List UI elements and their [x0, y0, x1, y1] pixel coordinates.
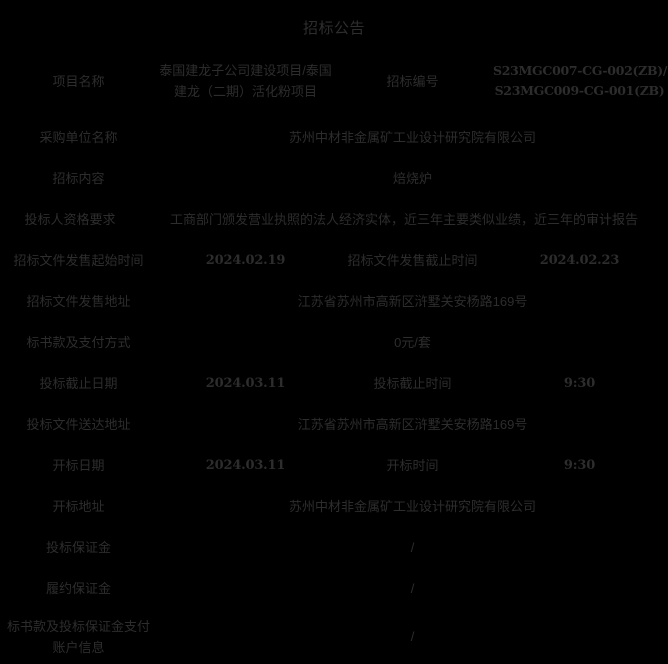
row-value-opening-address: 苏州中材非金属矿工业设计研究院有限公司 — [288, 499, 536, 514]
row-label-sale-start-time: 招标文件发售起始时间 — [13, 253, 144, 268]
page-title: 招标公告 — [302, 20, 365, 37]
table-row: 开标地址 苏州中材非金属矿工业设计研究院有限公司 — [0, 486, 668, 527]
row-value-bid-deadline-time: 9:30 — [563, 376, 596, 391]
table-row: 标书款及投标保证金支付账户信息 / — [0, 609, 668, 664]
table-row: 投标人资格要求 工商部门颁发营业执照的法人经济实体，近三年主要类似业绩，近三年的… — [0, 199, 668, 240]
row-label-purchasing-unit: 采购单位名称 — [39, 130, 118, 145]
table-row: 采购单位名称 苏州中材非金属矿工业设计研究院有限公司 — [0, 117, 668, 158]
row-label-opening-time: 开标时间 — [386, 458, 439, 473]
row-value-opening-date: 2024.03.11 — [205, 458, 286, 473]
row-value-project-name: 泰国建龙子公司建设项目/泰国建龙（二期）活化粉项目 — [159, 63, 332, 99]
table-row: 招标文件发售地址 江苏省苏州市高新区浒墅关安杨路169号 — [0, 281, 668, 322]
row-label-project-name: 项目名称 — [52, 73, 105, 89]
table-row: 招标文件发售起始时间 2024.02.19 招标文件发售截止时间 2024.02… — [0, 240, 668, 281]
row-label-bid-bond: 投标保证金 — [45, 540, 111, 555]
row-label-tender-content: 招标内容 — [52, 171, 105, 186]
row-value-opening-time: 9:30 — [563, 458, 596, 473]
row-label-sale-end-time: 招标文件发售截止时间 — [347, 253, 478, 268]
row-value-tender-content: 焙烧炉 — [392, 171, 432, 186]
tender-info-table: 项目名称 泰国建龙子公司建设项目/泰国建龙（二期）活化粉项目 招标编号 S23M… — [0, 45, 668, 664]
row-value-payment-account-info: / — [410, 629, 415, 644]
row-value-sale-start-time: 2024.02.19 — [205, 253, 286, 268]
row-value-bid-bond: / — [410, 540, 415, 555]
tender-number-line-1: S23MGC007-CG-002(ZB)/ — [493, 63, 668, 78]
row-value-bid-deadline-date: 2024.03.11 — [205, 376, 286, 391]
table-row: 招标内容 焙烧炉 — [0, 158, 668, 199]
row-value-sale-address: 江苏省苏州市高新区浒墅关安杨路169号 — [297, 294, 528, 309]
row-value-document-fee: 0元/套 — [394, 335, 431, 350]
tender-number-line-2: S23MGC009-CG-001(ZB) — [494, 83, 665, 98]
table-row: 标书款及支付方式 0元/套 — [0, 322, 668, 363]
table-row: 项目名称 泰国建龙子公司建设项目/泰国建龙（二期）活化粉项目 招标编号 S23M… — [0, 45, 668, 117]
row-label-bid-deadline-date: 投标截止日期 — [39, 376, 118, 391]
table-row: 履约保证金 / — [0, 568, 668, 609]
row-value-sale-end-time: 2024.02.23 — [539, 253, 620, 268]
row-value-bidder-qualification: 工商部门颁发营业执照的法人经济实体，近三年主要类似业绩，近三年的审计报告 — [169, 212, 638, 227]
table-row: 开标日期 2024.03.11 开标时间 9:30 — [0, 445, 668, 486]
row-label-tender-number: 招标编号 — [386, 73, 439, 89]
row-label-document-fee: 标书款及支付方式 — [26, 335, 131, 350]
row-label-performance-bond: 履约保证金 — [45, 581, 111, 596]
table-row: 投标保证金 / — [0, 527, 668, 568]
row-label-bidder-qualification: 投标人资格要求 — [24, 212, 116, 227]
row-label-opening-date: 开标日期 — [52, 458, 105, 473]
row-label-payment-account-info: 标书款及投标保证金支付账户信息 — [6, 618, 150, 655]
row-label-bid-deadline-time: 投标截止时间 — [373, 376, 452, 391]
row-value-delivery-address: 江苏省苏州市高新区浒墅关安杨路169号 — [297, 417, 528, 432]
table-row: 投标文件送达地址 江苏省苏州市高新区浒墅关安杨路169号 — [0, 404, 668, 445]
row-label-opening-address: 开标地址 — [52, 499, 105, 514]
row-label-sale-address: 招标文件发售地址 — [26, 294, 131, 309]
row-value-tender-number: S23MGC007-CG-002(ZB)/ S23MGC009-CG-001(Z… — [491, 61, 668, 101]
row-value-purchasing-unit: 苏州中材非金属矿工业设计研究院有限公司 — [288, 130, 536, 145]
row-label-delivery-address: 投标文件送达地址 — [26, 417, 131, 432]
table-row: 投标截止日期 2024.03.11 投标截止时间 9:30 — [0, 363, 668, 404]
row-value-performance-bond: / — [410, 581, 415, 596]
